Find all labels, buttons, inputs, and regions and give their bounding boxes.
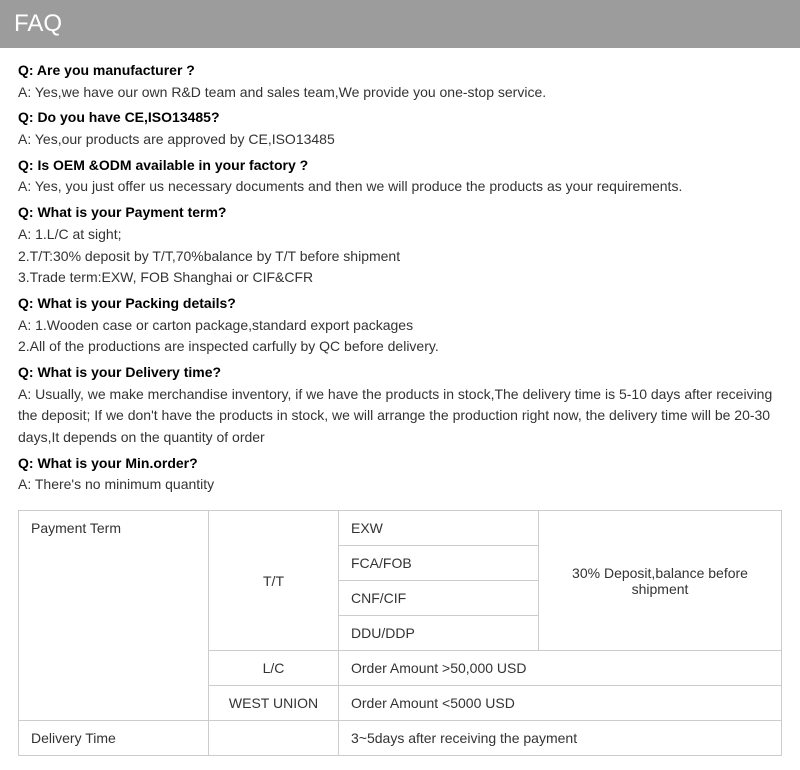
table-row: Payment Term T/T EXW 30% Deposit,balance… (19, 511, 782, 546)
faq-question: Q: What is your Packing details? (18, 293, 782, 315)
faq-answer: 2.All of the productions are inspected c… (18, 336, 782, 358)
cell-method-wu: WEST UNION (209, 686, 339, 721)
faq-question: Q: What is your Min.order? (18, 453, 782, 475)
faq-item: Q: Is OEM &ODM available in your factory… (18, 155, 782, 198)
faq-answer: A: Yes,our products are approved by CE,I… (18, 129, 782, 151)
faq-answer: A: 1.Wooden case or carton package,stand… (18, 315, 782, 337)
cell-detail: 3~5days after receiving the payment (339, 721, 782, 756)
cell-detail: DDU/DDP (339, 616, 539, 651)
faq-question: Q: What is your Payment term? (18, 202, 782, 224)
faq-answer: A: There's no minimum quantity (18, 474, 782, 496)
faq-question: Q: Are you manufacturer ? (18, 60, 782, 82)
cell-payment-term: Payment Term (19, 511, 209, 721)
cell-note: 30% Deposit,balance before shipment (539, 511, 782, 651)
cell-delivery-time: Delivery Time (19, 721, 209, 756)
faq-answer: A: Yes, you just offer us necessary docu… (18, 176, 782, 198)
cell-detail: EXW (339, 511, 539, 546)
faq-answer: A: Usually, we make merchandise inventor… (18, 384, 782, 449)
terms-table: Payment Term T/T EXW 30% Deposit,balance… (18, 510, 782, 756)
faq-question: Q: Is OEM &ODM available in your factory… (18, 155, 782, 177)
cell-detail: Order Amount >50,000 USD (339, 651, 782, 686)
faq-header: FAQ (0, 0, 800, 48)
faq-item: Q: What is your Min.order? A: There's no… (18, 453, 782, 496)
faq-question: Q: Do you have CE,ISO13485? (18, 107, 782, 129)
faq-question: Q: What is your Delivery time? (18, 362, 782, 384)
cell-method-lc: L/C (209, 651, 339, 686)
faq-content: Q: Are you manufacturer ? A: Yes,we have… (0, 48, 800, 510)
faq-item: Q: What is your Payment term? A: 1.L/C a… (18, 202, 782, 289)
faq-answer: A: Yes,we have our own R&D team and sale… (18, 82, 782, 104)
faq-title: FAQ (14, 10, 62, 37)
faq-item: Q: What is your Packing details? A: 1.Wo… (18, 293, 782, 358)
faq-answer: A: 1.L/C at sight; (18, 224, 782, 246)
faq-answer: 3.Trade term:EXW, FOB Shanghai or CIF&CF… (18, 267, 782, 289)
faq-answer: 2.T/T:30% deposit by T/T,70%balance by T… (18, 246, 782, 268)
cell-empty (209, 721, 339, 756)
faq-item: Q: Do you have CE,ISO13485? A: Yes,our p… (18, 107, 782, 150)
cell-method-tt: T/T (209, 511, 339, 651)
cell-detail: CNF/CIF (339, 581, 539, 616)
faq-item: Q: What is your Delivery time? A: Usuall… (18, 362, 782, 449)
faq-item: Q: Are you manufacturer ? A: Yes,we have… (18, 60, 782, 103)
terms-table-wrap: Payment Term T/T EXW 30% Deposit,balance… (0, 510, 800, 770)
cell-detail: FCA/FOB (339, 546, 539, 581)
cell-detail: Order Amount <5000 USD (339, 686, 782, 721)
table-row: Delivery Time 3~5days after receiving th… (19, 721, 782, 756)
